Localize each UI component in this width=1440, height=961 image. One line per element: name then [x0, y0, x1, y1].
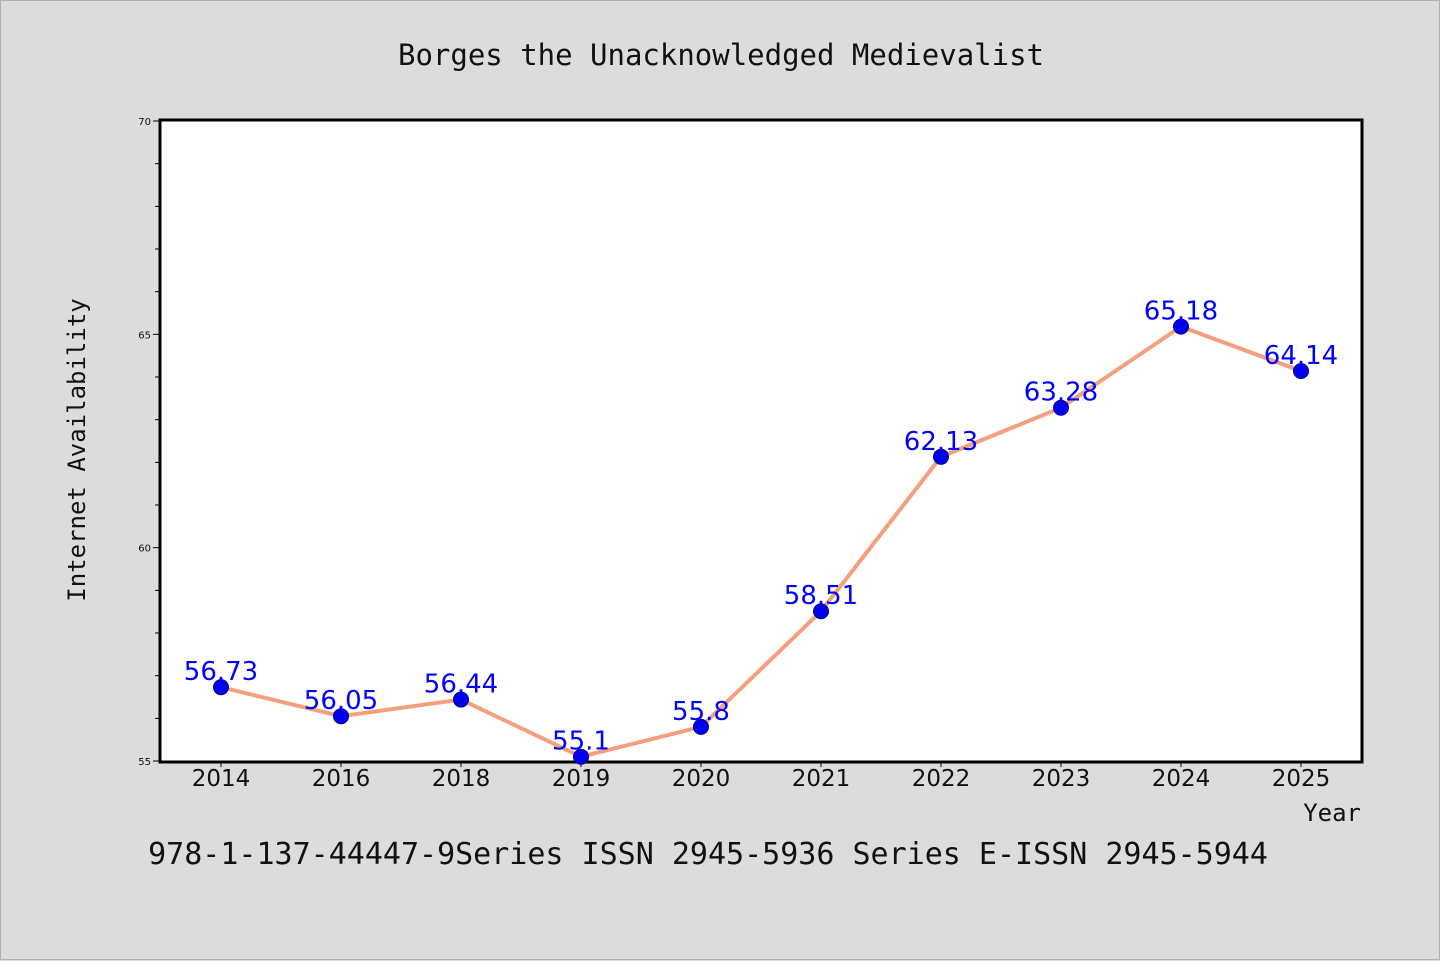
data-point — [1173, 318, 1189, 335]
data-point — [1053, 399, 1069, 416]
x-tick-label: 2019 — [552, 766, 611, 792]
y-tick-label: 55 — [138, 757, 151, 768]
data-label: 56.05 — [304, 686, 378, 716]
x-tick-label: 2022 — [912, 766, 971, 792]
y-tick-label: 65 — [138, 330, 151, 341]
data-label: 62.13 — [904, 427, 978, 457]
x-axis: 2014 2016 2018 2019 2020 2021 2022 2023 2024 2025 — [192, 761, 1331, 792]
y-tick-label: 60 — [138, 544, 151, 555]
data-label: 63.28 — [1024, 378, 1098, 408]
series-line — [219, 324, 1303, 759]
data-label: 56.44 — [424, 670, 498, 700]
series-group: 56.73 56.05 56.44 55.1 55.8 58.51 62.13 63.28 65… — [184, 297, 1338, 765]
x-tick-label: 2014 — [192, 766, 251, 792]
x-tick-label: 2021 — [792, 766, 851, 792]
y-tick-label: 70 — [138, 117, 151, 128]
y-axis-label: Internet Availability — [63, 298, 91, 601]
x-axis-label: Year — [1303, 799, 1361, 827]
chart-title: Borges the Unacknowledged Medievalist — [398, 38, 1044, 72]
data-point — [1293, 363, 1309, 380]
data-label: 65.18 — [1144, 297, 1218, 327]
data-point — [933, 448, 949, 465]
x-tick-label: 2020 — [672, 766, 731, 792]
data-label: 56.73 — [184, 657, 258, 687]
data-label: 55.8 — [672, 697, 730, 727]
footer-isbn-text: 978-1-137-44447-9Series ISSN 2945-5936 S… — [148, 837, 1268, 872]
data-point — [573, 748, 589, 765]
x-tick-label: 2023 — [1032, 766, 1091, 792]
data-point — [333, 708, 349, 725]
data-point — [693, 718, 709, 735]
x-tick-label: 2016 — [312, 766, 371, 792]
data-label: 55.1 — [552, 727, 610, 757]
y-axis: 55 60 65 70 — [138, 117, 161, 768]
data-point — [213, 679, 229, 696]
data-point — [813, 603, 829, 620]
data-label: 58.51 — [784, 581, 858, 611]
x-tick-label: 2018 — [432, 766, 491, 792]
data-point — [453, 691, 469, 708]
x-tick-label: 2024 — [1152, 766, 1211, 792]
x-tick-label: 2025 — [1272, 766, 1331, 792]
plot-area — [158, 118, 1364, 764]
data-label: 64.14 — [1264, 341, 1338, 371]
